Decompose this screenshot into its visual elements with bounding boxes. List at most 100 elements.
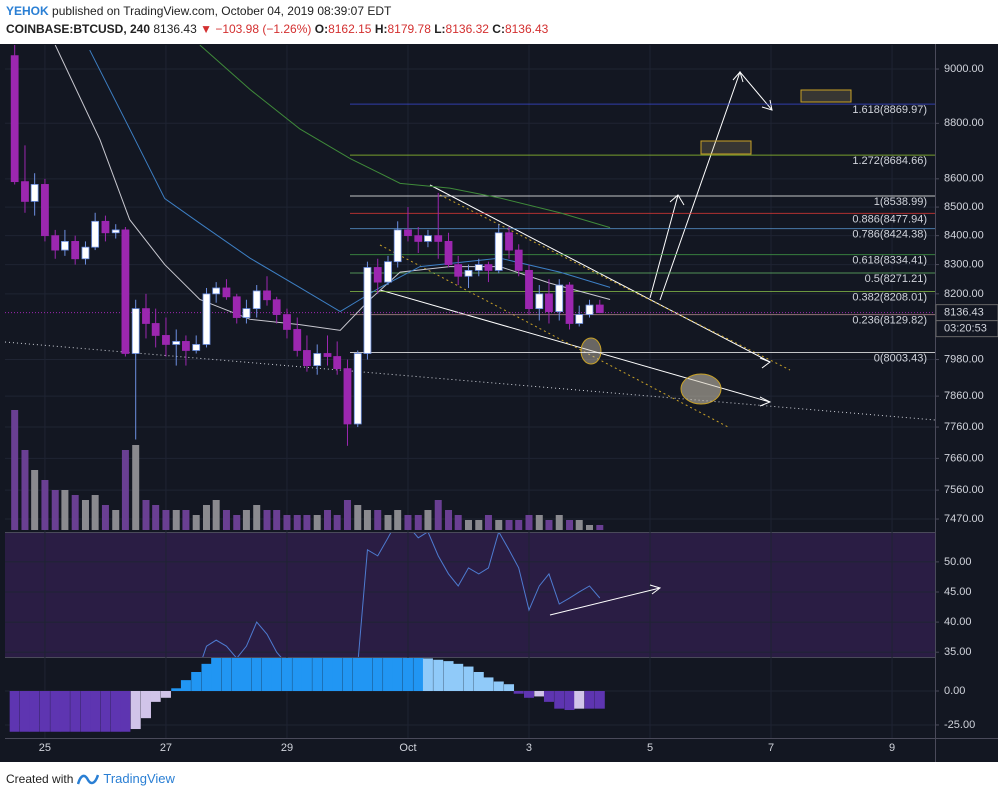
y-tick-label: 40.00	[944, 616, 972, 628]
last: 8136.43	[153, 22, 197, 36]
header-line: COINBASE:BTCUSD, 240 8136.43 ▼ −103.98 (…	[6, 20, 548, 38]
macd-bar	[292, 658, 303, 692]
ohlc-key: H:	[374, 22, 388, 36]
candle-body	[61, 241, 69, 251]
volume-bar	[192, 515, 200, 530]
macd-bar	[402, 658, 413, 692]
candle-body	[585, 304, 594, 315]
macd-bar	[171, 688, 182, 692]
candle-body	[303, 350, 311, 366]
macd-bar	[160, 691, 171, 698]
candle-body	[81, 246, 90, 260]
macd-bar	[473, 671, 484, 692]
macd-bar	[372, 658, 383, 692]
macd-bar	[574, 691, 585, 709]
volume-bar	[152, 505, 160, 530]
candle-body	[202, 293, 211, 345]
volume-bar	[142, 500, 150, 530]
macd-bar	[221, 658, 232, 692]
volume-bar	[374, 510, 382, 530]
macd-bar	[383, 658, 394, 692]
ohlc-key: C:	[492, 22, 505, 36]
volume-bar	[545, 520, 553, 530]
macd-bar	[180, 680, 191, 692]
candle-body	[293, 329, 302, 351]
published: published on TradingView.com, October 04…	[52, 4, 392, 18]
highlight	[580, 337, 602, 365]
candle-body	[565, 284, 574, 324]
ohlc-value: 8162.15	[328, 22, 372, 36]
volume-bar	[404, 515, 412, 530]
candle-body	[272, 299, 281, 315]
y-tick-label: 9000.00	[944, 63, 984, 75]
y-tick-label: 35.00	[944, 646, 972, 658]
volume-bar	[132, 445, 140, 530]
candle-body	[384, 261, 392, 283]
fib-label: 0.886(8477.94)	[852, 213, 927, 225]
y-tick-label: 8500.00	[944, 201, 984, 213]
y-tick-label: 0.00	[944, 685, 965, 697]
macd-bar	[231, 658, 242, 692]
volume-bar	[445, 510, 453, 530]
volume-bar	[293, 515, 301, 530]
macd-bar	[504, 684, 515, 692]
macd-bar	[120, 691, 131, 732]
candle-body	[232, 296, 241, 318]
macd-bar	[534, 691, 545, 697]
volume-bar	[253, 505, 261, 530]
trend-line	[429, 184, 771, 363]
candle-body	[51, 235, 60, 251]
candle-body	[242, 308, 251, 318]
macd-bar	[19, 691, 30, 732]
macd-bar	[342, 658, 353, 692]
volume-bar	[273, 510, 281, 530]
macd-bar	[29, 691, 40, 732]
countdown-tag	[935, 320, 998, 338]
candle-body	[404, 229, 412, 237]
channel-line	[439, 194, 791, 371]
candle-body	[464, 270, 473, 277]
ohlc-key: L:	[434, 22, 446, 36]
x-tick-label: Oct	[399, 742, 416, 754]
rsi-pane	[5, 533, 935, 657]
candle-body	[263, 290, 271, 301]
candle-body	[222, 287, 231, 298]
macd-bar	[433, 659, 444, 692]
fib-label: 0.382(8208.01)	[852, 291, 927, 303]
volume-bar	[162, 510, 170, 530]
macd-bar	[211, 658, 222, 692]
candle-body	[474, 264, 483, 271]
x-tick-label: 7	[768, 742, 774, 754]
y-tick-label: 45.00	[944, 586, 972, 598]
volume-bar	[182, 510, 190, 530]
macd-bar	[594, 691, 605, 709]
volume-bar	[101, 505, 109, 530]
macd-bar	[251, 658, 262, 692]
candle-body	[323, 353, 332, 357]
volume-bar	[484, 515, 492, 530]
logo	[77, 774, 100, 784]
volume-bar	[505, 520, 513, 530]
volume-bar	[31, 470, 39, 530]
arrow-head	[761, 99, 773, 111]
candle-body	[111, 229, 120, 234]
candle-body	[162, 335, 170, 345]
volume-bar	[172, 510, 180, 530]
y-tick-label: 8800.00	[944, 117, 984, 129]
macd-bar	[493, 681, 504, 692]
drawings	[5, 70, 935, 429]
y-tick-label: 8300.00	[944, 258, 984, 270]
candle-body	[21, 181, 29, 202]
candle-body	[363, 267, 372, 354]
candle-body	[71, 241, 80, 260]
volume-bar	[475, 520, 483, 530]
candle-body	[10, 55, 19, 183]
moving-average	[199, 45, 611, 229]
created-with: Created with	[6, 771, 74, 786]
macd-bar	[110, 691, 121, 732]
macd-bar	[130, 691, 141, 730]
macd-bar	[584, 691, 595, 709]
macd-bar	[322, 658, 333, 692]
macd-bar	[39, 691, 50, 732]
volume-bar	[434, 500, 442, 530]
